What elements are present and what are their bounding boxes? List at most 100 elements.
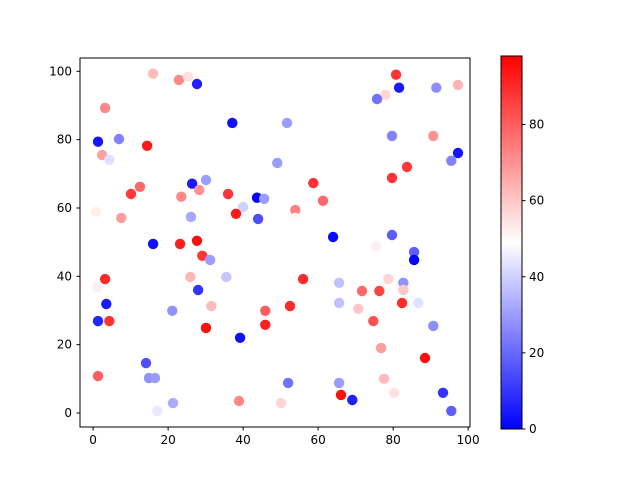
scatter-point — [327, 231, 339, 243]
scatter-point — [233, 395, 245, 407]
scatter-point — [140, 357, 152, 369]
scatter-point — [113, 133, 125, 145]
scatter-point — [92, 136, 104, 147]
scatter-point — [104, 154, 115, 165]
scatter-point — [134, 181, 146, 192]
scatter-point — [408, 246, 420, 258]
colorbar-tick-label: 40 — [529, 270, 544, 284]
colorbar-tick-label: 20 — [529, 346, 544, 360]
scatter-point — [386, 130, 398, 142]
scatter-point — [335, 389, 347, 401]
scatter-point — [104, 315, 115, 327]
scatter-point — [204, 254, 216, 266]
scatter-point — [290, 212, 301, 224]
scatter-point — [378, 373, 390, 384]
scatter-points-group — [90, 68, 464, 417]
scatter-point — [227, 117, 238, 129]
scatter-point — [297, 273, 309, 285]
scatter-point — [92, 281, 103, 293]
colorbar-tick-label: 0 — [529, 422, 537, 436]
scatter-point — [90, 206, 102, 217]
scatter-point — [116, 212, 127, 224]
scatter-point — [99, 102, 111, 114]
scatter-point — [446, 155, 457, 166]
scatter-point — [371, 93, 383, 105]
scatter-point — [176, 191, 187, 202]
scatter-point — [221, 271, 232, 283]
y-tick-label: 20 — [57, 338, 72, 352]
scatter-point — [234, 332, 246, 343]
scatter-point — [167, 397, 179, 409]
scatter-point — [191, 235, 203, 246]
scatter-point — [386, 229, 398, 241]
y-tick-label: 40 — [57, 269, 72, 283]
scatter-point — [347, 394, 358, 406]
scatter-point — [290, 204, 301, 216]
scatter-point — [147, 68, 159, 79]
scatter-point — [92, 315, 104, 327]
x-tick-label: 60 — [310, 433, 325, 447]
scatter-point — [272, 157, 283, 169]
scatter-point — [197, 250, 208, 261]
scatter-point — [437, 387, 449, 398]
scatter-point — [200, 174, 212, 186]
y-tick-label: 60 — [57, 201, 72, 215]
scatter-point — [230, 208, 242, 219]
scatter-point — [147, 238, 159, 250]
colorbar-tick-label: 80 — [529, 118, 544, 132]
scatter-point — [174, 238, 186, 250]
x-tick-label: 80 — [385, 433, 400, 447]
scatter-point — [371, 240, 382, 252]
scatter-point — [275, 397, 287, 409]
scatter-point — [222, 188, 234, 200]
scatter-point — [428, 320, 439, 332]
scatter-point — [194, 184, 205, 196]
scatter-point — [401, 161, 413, 173]
scatter-point — [333, 277, 345, 288]
scatter-point — [192, 284, 204, 296]
scatter-point — [152, 405, 163, 417]
scatter-point — [389, 387, 400, 398]
scatter-point — [398, 277, 409, 288]
colorbar-outline — [500, 55, 523, 430]
scatter-point — [182, 71, 194, 83]
scatter-point — [390, 69, 402, 80]
y-tick-label: 80 — [57, 133, 72, 147]
scatter-point — [284, 300, 296, 312]
scatter-point — [92, 370, 104, 382]
colorbar — [501, 56, 522, 429]
scatter-point — [431, 82, 442, 93]
y-axis-ticks: 0 20 40 60 80 100 — [49, 64, 80, 420]
scatter-point — [260, 319, 271, 330]
scatter-point — [383, 273, 394, 285]
scatter-point — [353, 303, 364, 314]
scatter-point — [191, 78, 203, 90]
scatter-point — [452, 79, 464, 91]
scatter-point — [141, 140, 153, 151]
axes-spines — [79, 57, 471, 428]
scatter-point — [99, 273, 111, 285]
scatter-point — [333, 377, 345, 389]
scatter-point — [333, 297, 345, 309]
x-tick-label: 100 — [457, 433, 480, 447]
plot-area — [80, 58, 470, 427]
scatter-point — [413, 297, 424, 309]
scatter-point — [368, 315, 379, 327]
x-axis-ticks: 0 20 40 60 80 100 — [89, 427, 480, 447]
scatter-point — [380, 89, 391, 101]
colorbar-ticks: 0 20 40 60 80 — [522, 118, 544, 436]
scatter-point — [375, 342, 387, 354]
scatter-point — [167, 305, 178, 316]
scatter-point — [149, 372, 161, 384]
scatter-point — [408, 254, 420, 266]
scatter-point — [398, 284, 409, 296]
scatter-point — [258, 193, 270, 204]
scatter-point — [446, 405, 457, 417]
scatter-point — [101, 298, 112, 310]
scatter-point — [206, 300, 217, 312]
scatter-point — [356, 285, 368, 297]
scatter-point — [260, 305, 271, 316]
y-tick-label: 100 — [49, 64, 72, 78]
scatter-point — [396, 297, 408, 309]
